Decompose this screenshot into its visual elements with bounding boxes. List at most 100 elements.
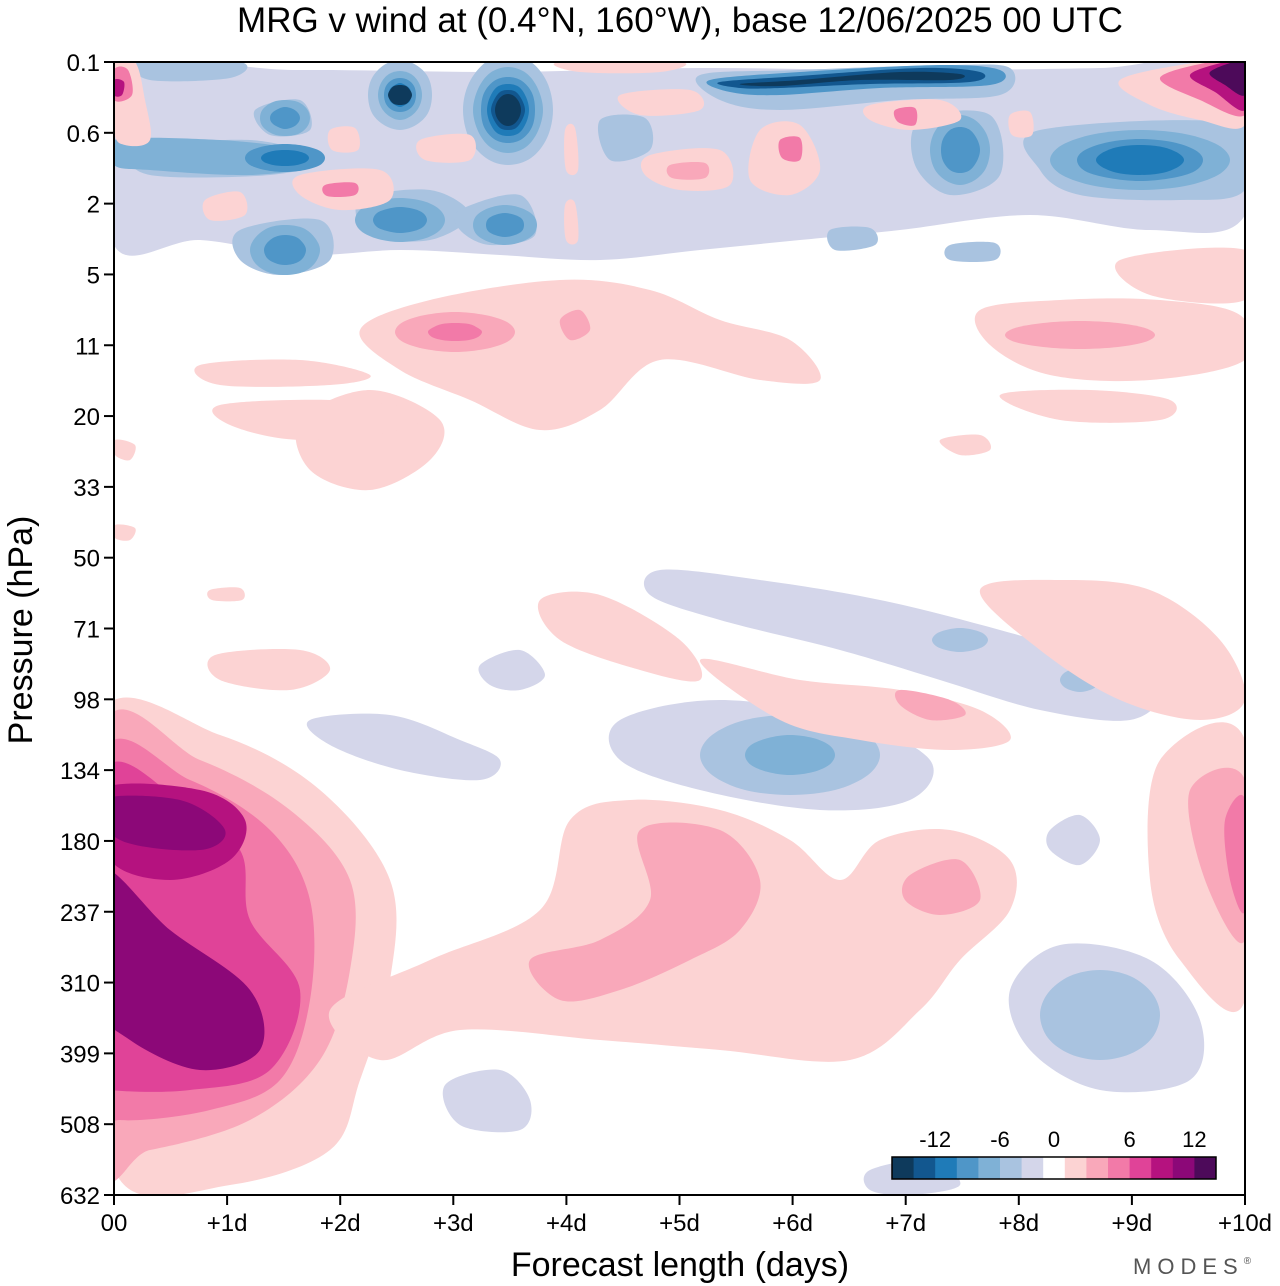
colorbar-frame [891,1156,1217,1180]
brand-logo: MODES® [1133,1254,1252,1279]
y-tick-label: 508 [60,1112,100,1139]
contour-region [1224,794,1245,914]
contour-region [322,182,359,198]
contour-region [264,235,306,265]
x-tick-label: 00 [101,1210,128,1237]
contour-region [114,872,265,1071]
colorbar-swatch [1086,1157,1109,1179]
contour-region [1096,145,1184,175]
contour-region [617,89,705,116]
colorbar-swatch [1108,1157,1131,1179]
contour-region [442,1069,532,1133]
y-tick-label: 71 [73,617,100,644]
colorbar-swatch [1043,1157,1066,1179]
brand-registered-mark: ® [1244,1256,1252,1267]
contour-region [495,94,521,126]
colorbar-swatch [892,1157,915,1179]
contour-region [559,309,591,341]
y-tick-label: 98 [73,687,100,714]
y-tick-label: 632 [60,1183,100,1210]
contour-region [944,241,1001,262]
x-tick-label: +7d [885,1210,926,1237]
colorbar-swatch [913,1157,936,1179]
contour-region [194,359,371,387]
contour-region [212,399,425,441]
contour-region [999,389,1177,423]
x-axis-label: Forecast length (days) [511,1246,849,1284]
contour-region [564,123,579,176]
contour-region [778,136,803,162]
contour-region [553,62,687,74]
contour-region [373,207,427,233]
colorbar-tick-label: 0 [1048,1127,1060,1152]
x-tick-label: +8d [998,1210,1039,1237]
contour-region [932,628,988,652]
contour-region [901,859,981,915]
x-tick-label: +1d [207,1210,248,1237]
contour-region [428,323,482,341]
contour-region [114,79,125,97]
contour-region [388,85,412,105]
colorbar-swatch [1000,1157,1023,1179]
y-axis-label: Pressure (hPa) [2,516,40,745]
contour-region [1046,814,1100,866]
colorbar-tick-label: -12 [919,1127,951,1152]
y-tick-label: 20 [73,404,100,431]
y-tick-label: 399 [60,1041,100,1068]
colorbar-swatch [1194,1157,1217,1179]
contour-region [327,126,360,153]
colorbar-swatch [956,1157,979,1179]
y-tick-label: 237 [60,900,100,927]
x-tick-label: +10d [1218,1210,1272,1237]
y-tick-label: 5 [87,262,100,289]
colorbar-swatch [1151,1157,1174,1179]
x-axis: 00 +1d +2d +3d +4d +5d +6d +7d +8d +9d +10d [101,1195,1272,1237]
contour-region [827,226,878,251]
colorbar-swatch [1021,1157,1044,1179]
y-tick-label: 310 [60,971,100,998]
contour-region [666,161,710,180]
contour-region [114,524,136,541]
contour-region [132,62,248,82]
contour-region [114,439,136,461]
contour-region [306,713,501,781]
contour-region [114,795,226,851]
x-tick-label: +4d [546,1210,587,1237]
colorbar-swatch [1172,1157,1195,1179]
contour-region [745,735,835,775]
contour-region [486,213,524,237]
y-tick-label: 180 [60,829,100,856]
contour-region [739,71,965,87]
contour-region [1008,110,1034,138]
y-tick-label: 11 [75,333,100,360]
contour-region [564,199,579,245]
brand-name: MODES [1133,1254,1244,1279]
contour-region [894,689,966,721]
contour-region [207,587,245,602]
contour-region [597,114,654,162]
contour-region [1005,321,1155,349]
y-tick-label: 33 [73,475,100,502]
contour-region [537,591,703,682]
contour-region [270,107,300,129]
contour-region [202,191,248,221]
y-axis: 0.1 0.6 2 5 11 20 33 50 71 98 134 180 237 310 399 508 63… [60,50,114,1210]
colorbar-swatch [935,1157,958,1179]
x-tick-label: +5d [659,1210,700,1237]
contour-region [207,649,331,691]
contour-region [416,133,476,163]
contour-region [478,649,545,691]
y-tick-label: 0.1 [67,50,100,77]
colorbar: -12 -6 0 6 12 [891,1127,1217,1180]
x-tick-label: +6d [772,1210,813,1237]
colorbar-swatch [1129,1157,1152,1179]
colorbar-tick-label: 12 [1182,1127,1206,1152]
contour-region [1209,62,1245,96]
colorbar-tick-label: 6 [1123,1127,1135,1152]
colorbar-swatch [978,1157,1001,1179]
contour-region [979,579,1245,720]
contour-region [941,127,980,173]
contour-region [699,658,1011,750]
contour-field [114,62,1245,1195]
x-tick-label: +2d [320,1210,361,1237]
